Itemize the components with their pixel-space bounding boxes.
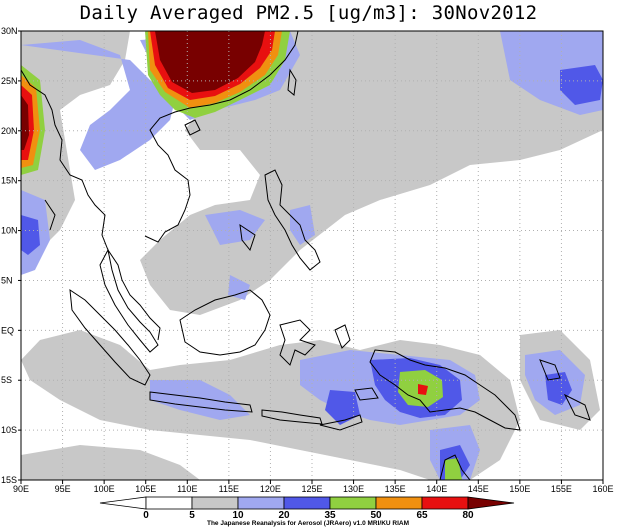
lat-label: 20N [1,126,18,136]
lon-label: 105E [135,484,156,494]
colorbar-label: 5 [189,510,195,521]
lon-label: 95E [55,484,71,494]
lat-label: 15N [1,176,18,186]
colorbar-label: 50 [370,510,382,521]
lon-label: 145E [468,484,489,494]
lon-label: 140E [426,484,447,494]
lon-label: 160E [592,484,613,494]
coastlines [21,31,591,480]
lat-label: 15S [1,475,17,485]
colorbar-label: 0 [143,510,149,521]
colorbar-segment [329,496,377,510]
colorbar-segment [283,496,331,510]
colorbar-segment [191,496,239,510]
colorbar-segment [237,496,285,510]
gridlines [21,31,603,480]
lat-label: 30N [1,26,18,36]
colorbar-segment [375,496,423,510]
pm25-band-max [21,31,265,150]
lon-label: 125E [301,484,322,494]
lat-label: 25N [1,76,18,86]
colorbar-label: 20 [278,510,290,521]
credit-text: The Japanese Reanalysis for Aerosol (JRA… [207,520,409,527]
colorbar-arrow-high [467,496,515,510]
lat-label: 5S [1,375,12,385]
colorbar: 0 5 10 20 35 50 65 80 [99,496,515,521]
colorbar-label: 80 [462,510,474,521]
lon-label: 155E [551,484,572,494]
lon-label: 100E [94,484,115,494]
map-title: Daily Averaged PM2.5 [ug/m3]: 30Nov2012 [79,2,538,24]
colorbar-label: 65 [416,510,428,521]
lat-label: 10N [1,226,18,236]
lat-label: EQ [1,325,14,335]
lon-label: 135E [385,484,406,494]
lon-label: 150E [509,484,530,494]
lat-label: 10S [1,425,17,435]
pm25-field [21,31,603,480]
lon-label: 90E [13,484,29,494]
longitude-axis: 90E 95E 100E 105E 110E 115E 120E 125E 130E 135E 14… [13,480,614,494]
colorbar-segment [145,496,193,510]
lon-label: 110E [177,484,197,494]
colorbar-segment [421,496,469,510]
lon-label: 130E [343,484,364,494]
colorbar-arrow-low [99,496,147,510]
latitude-axis: 30N 25N 20N 15N 10N 5N EQ 5S 10S 15S [1,26,21,485]
colorbar-label: 10 [232,510,244,521]
lon-label: 115E [219,484,239,494]
lat-label: 5N [1,275,13,285]
lon-label: 120E [260,484,281,494]
colorbar-label: 35 [324,510,336,521]
